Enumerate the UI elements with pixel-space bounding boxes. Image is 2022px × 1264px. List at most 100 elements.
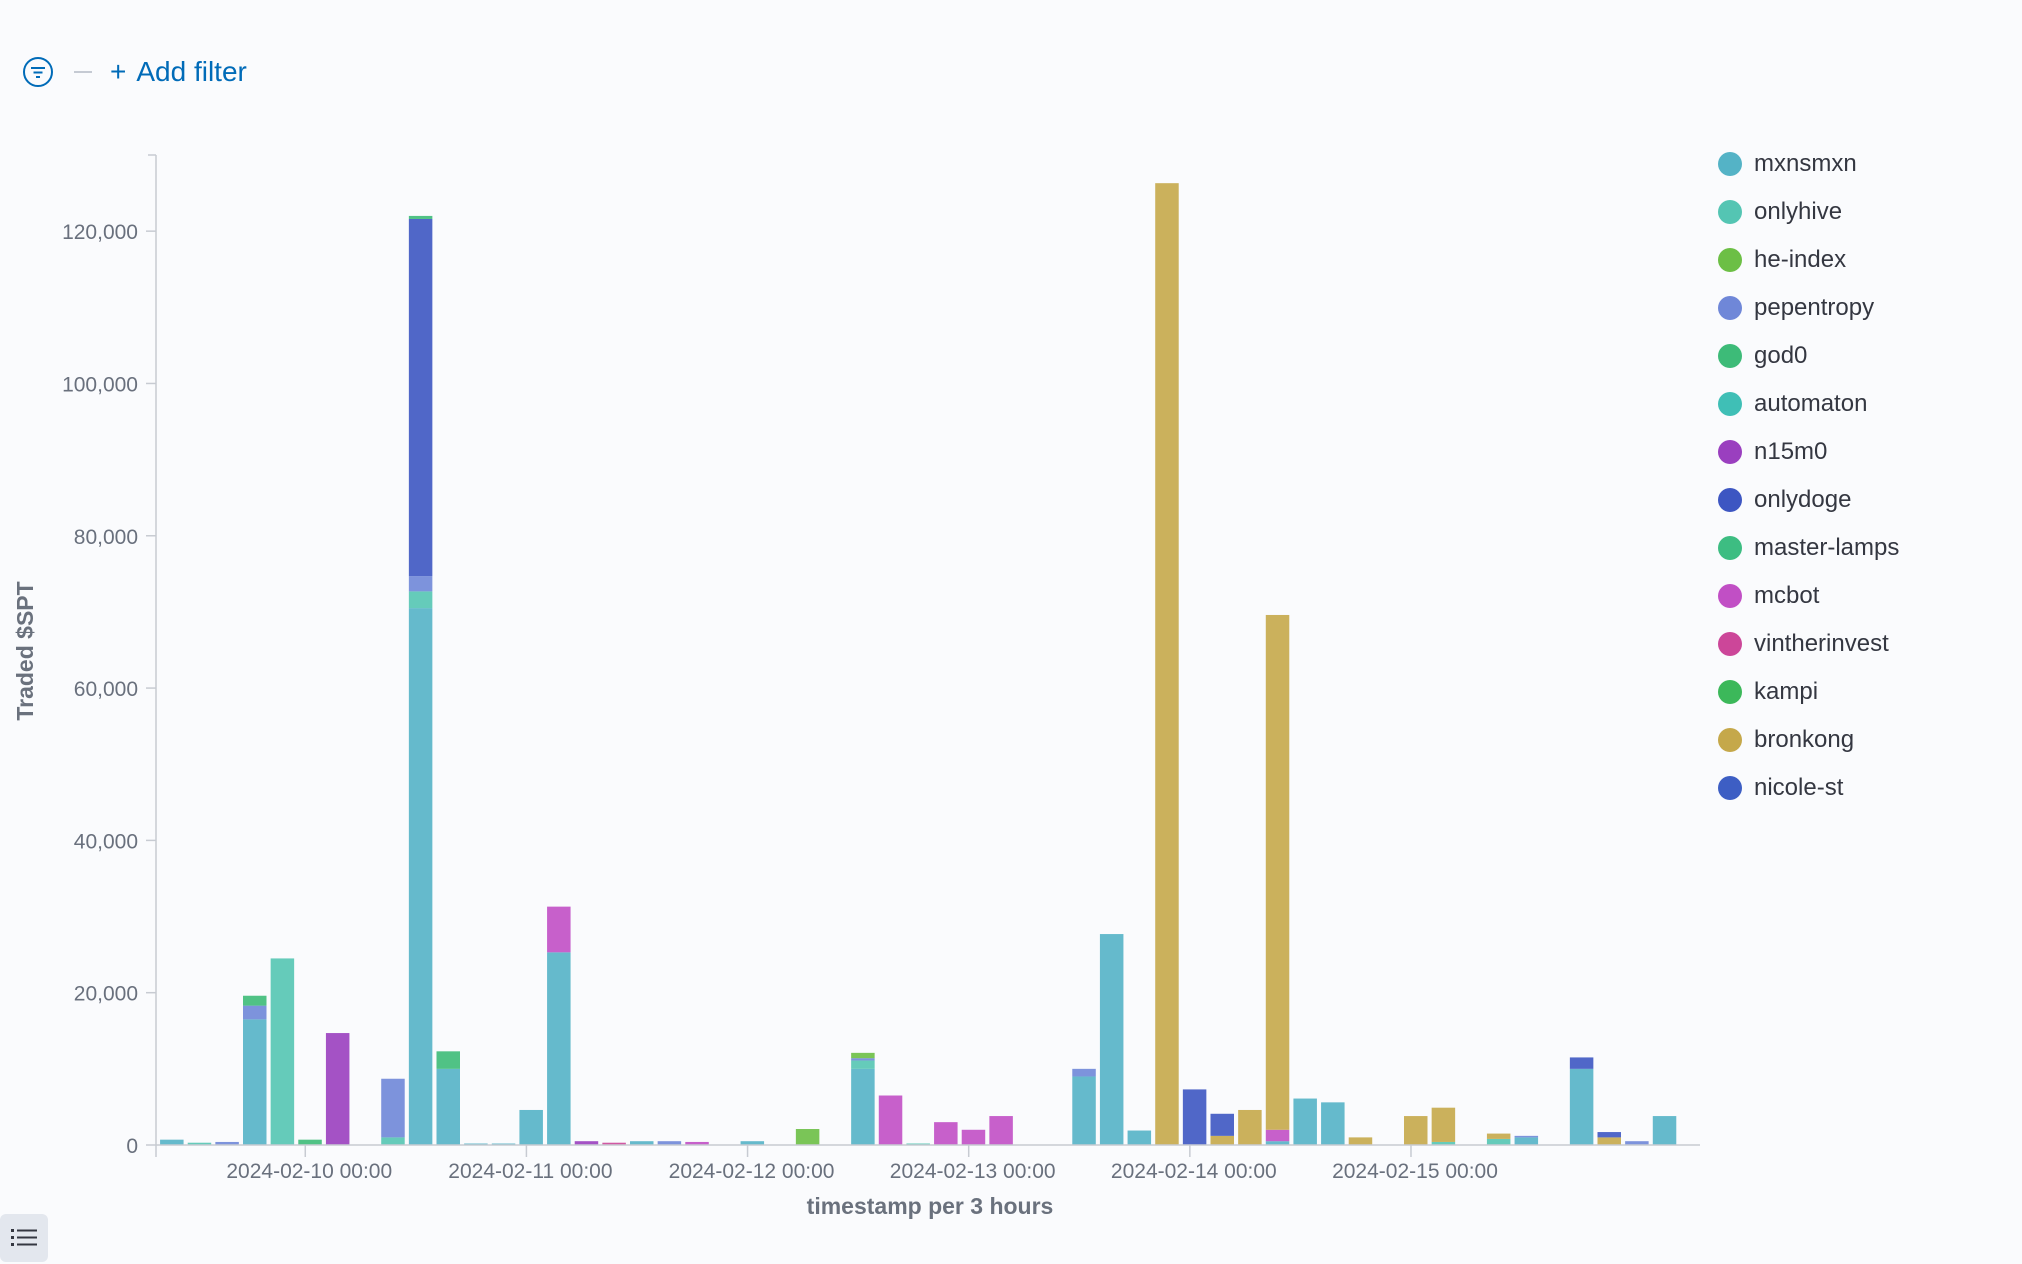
add-filter-label: Add filter [136,56,247,87]
bar-segment-mcbot[interactable] [934,1122,958,1145]
bar-segment-mcbot[interactable] [1265,1129,1290,1142]
legend-item-onlyhive[interactable]: onlyhive [1718,188,1899,236]
legend-item-mcbot[interactable]: mcbot [1718,572,1899,620]
bar-segment-mcbot[interactable] [685,1141,709,1145]
bar-segment-mxnsmxn[interactable] [1265,1141,1290,1145]
bar-segment-he-index[interactable] [851,1052,875,1059]
legend-item-god0[interactable]: god0 [1718,332,1899,380]
bar-segment-mxnsmxn[interactable] [1099,934,1124,1145]
add-filter-button[interactable]: + Add filter [110,56,247,88]
bar-segment-bronkong[interactable] [1348,1137,1373,1145]
bar-segment-mxnsmxn[interactable] [1072,1076,1096,1145]
bar-segment-he-index[interactable] [795,1129,820,1145]
bar-segment-pepentropy[interactable] [1625,1141,1649,1145]
legend-label: n15m0 [1754,438,1828,465]
y-axis-ticks: 0 20,000 40,000 60,000 80,000 100,000 120,000 [62,221,156,1158]
legend-item-bronkong[interactable]: bronkong [1718,716,1899,764]
x-tick-label: 2024-02-13 00:00 [890,1160,1056,1183]
bar-segment-pepentropy[interactable] [408,576,433,592]
legend-item-pepentropy[interactable]: pepentropy [1718,284,1899,332]
bar-segment-onlydoge[interactable] [408,218,433,577]
bar-segment-mxnsmxn[interactable] [519,1109,543,1145]
bar-segment-pepentropy[interactable] [657,1141,682,1145]
legend-item-vintherinvest[interactable]: vintherinvest [1718,620,1899,668]
y-tick-label: 0 [126,1135,138,1158]
bar-segment-onlyhive[interactable] [851,1060,875,1069]
bar-segment-mcbot[interactable] [961,1129,986,1145]
bar-segment-mxnsmxn[interactable] [547,952,571,1145]
legend-label: onlyhive [1754,198,1843,225]
bar-segment-mxnsmxn[interactable] [1127,1130,1152,1145]
legend-item-nicole-st[interactable]: nicole-st [1718,764,1899,812]
bar-segment-mxnsmxn[interactable] [408,608,433,1145]
bar-segment-onlyhive[interactable] [270,958,295,1145]
legend-label: automaton [1754,390,1868,417]
bar-segment-n15m0[interactable] [325,1033,350,1145]
axes: 2024-02-10 00:00 2024-02-11 00:00 2024-02-… [148,154,1700,1183]
legend-dot-icon [1718,152,1742,176]
bar-segment-bronkong[interactable] [1431,1107,1456,1142]
legend-dot-icon [1718,584,1742,608]
bar-segment-bronkong[interactable] [1155,183,1179,1145]
bar-segment-mxnsmxn[interactable] [243,1019,267,1145]
bar-segment-pepentropy[interactable] [1072,1068,1096,1077]
bar-segment-bronkong[interactable] [1238,1109,1262,1145]
list-icon [11,1229,37,1246]
bar-segment-mxnsmxn[interactable] [1293,1098,1317,1145]
bar-segment-onlyhive[interactable] [408,591,433,609]
bar-segment-mxnsmxn[interactable] [1514,1137,1539,1145]
bar-segment-onlydoge[interactable] [1569,1057,1594,1069]
legend-dot-icon [1718,632,1742,656]
bar-segment-onlyhive[interactable] [187,1142,212,1145]
legend-dot-icon [1718,488,1742,512]
filter-icon[interactable] [22,56,54,88]
legend-dot-icon [1718,680,1742,704]
bar-segment-onlydoge[interactable] [1182,1089,1207,1145]
bar-segment-bronkong[interactable] [1210,1135,1234,1145]
bar-segment-onlyhive[interactable] [1486,1138,1511,1145]
bar-segment-god0[interactable] [298,1139,322,1145]
bar-segment-mcbot[interactable] [878,1095,903,1146]
bar-segment-pepentropy[interactable] [215,1141,239,1145]
legend-item-onlydoge[interactable]: onlydoge [1718,476,1899,524]
bar-segment-pepentropy[interactable] [1514,1135,1539,1138]
bar-segment-pepentropy[interactable] [381,1078,405,1138]
legend-toggle-button[interactable] [0,1214,48,1262]
bar-segment-bronkong[interactable] [1265,614,1290,1130]
bar-segment-onlydoge[interactable] [1210,1113,1234,1136]
bar-segment-mxnsmxn[interactable] [1652,1116,1677,1145]
bar-segment-god0[interactable] [436,1051,460,1069]
bar-segment-onlyhive[interactable] [906,1143,930,1145]
legend-item-kampi[interactable]: kampi [1718,668,1899,716]
bar-segment-mxnsmxn[interactable] [436,1068,460,1145]
bar-segment-mcbot[interactable] [989,1116,1013,1145]
legend-item-he-index[interactable]: he-index [1718,236,1899,284]
bar-segment-bronkong[interactable] [1404,1116,1428,1145]
legend-item-master-lamps[interactable]: master-lamps [1718,524,1899,572]
bar-segment-onlyhive[interactable] [1431,1141,1456,1145]
bar-segment-mxnsmxn[interactable] [160,1139,184,1145]
legend-label: kampi [1754,678,1819,705]
bar-segment-pepentropy[interactable] [851,1058,875,1061]
bar-segment-bronkong[interactable] [1597,1137,1621,1145]
legend-item-n15m0[interactable]: n15m0 [1718,428,1899,476]
bar-segment-onlyhive[interactable] [381,1137,405,1145]
bar-segment-mxnsmxn[interactable] [630,1141,654,1145]
legend-label: master-lamps [1754,534,1900,561]
bar-segment-n15m0[interactable] [574,1141,599,1145]
legend-label: nicole-st [1754,774,1844,801]
bar-segment-mxnsmxn[interactable] [851,1068,875,1145]
legend-item-mxnsmxn[interactable]: mxnsmxn [1718,140,1899,188]
bar-segment-mxnsmxn[interactable] [1569,1068,1594,1145]
bar-segment-mxnsmxn[interactable] [1321,1102,1345,1145]
bar-segment-god0[interactable] [243,995,267,1006]
bar-segment-god0[interactable] [408,215,433,219]
bar-segment-mcbot[interactable] [547,906,571,953]
filter-separator [74,71,92,73]
bar-segment-mxnsmxn[interactable] [740,1141,765,1145]
bar-segment-bronkong[interactable] [1486,1133,1511,1139]
bar-segment-vintherinvest[interactable] [602,1142,626,1145]
bar-segment-onlydoge[interactable] [1597,1132,1621,1138]
bar-segment-pepentropy[interactable] [243,1005,267,1020]
legend-item-automaton[interactable]: automaton [1718,380,1899,428]
